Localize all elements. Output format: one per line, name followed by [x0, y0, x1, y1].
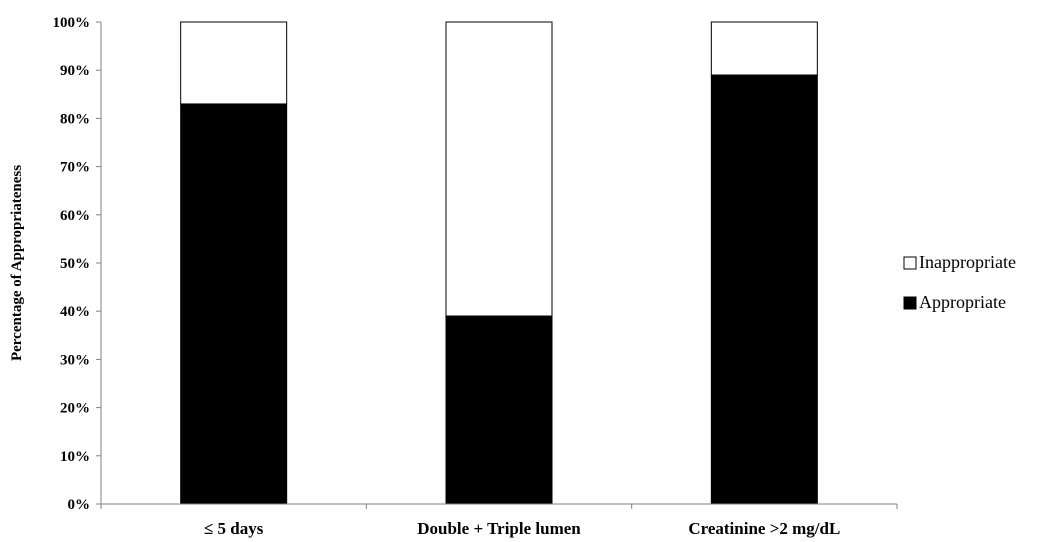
legend-swatch-inappropriate — [903, 256, 917, 270]
y-tick-label: 80% — [60, 111, 90, 127]
y-tick-label: 20% — [60, 401, 90, 417]
bars — [180, 21, 818, 505]
y-tick-label: 30% — [60, 352, 90, 368]
legend: Inappropriate Appropriate — [903, 252, 1016, 312]
y-tick-label: 90% — [60, 63, 90, 79]
y-tick-label: 10% — [60, 449, 90, 465]
legend-label-inappropriate: Inappropriate — [919, 252, 1016, 272]
y-tick-label: 50% — [60, 256, 90, 272]
y-tick-label: 0% — [68, 497, 91, 513]
bar-segment-inappropriate — [445, 21, 553, 317]
y-tick-label: 70% — [60, 160, 90, 176]
bar-segment-appropriate — [445, 315, 553, 505]
y-tick-label: 40% — [60, 304, 90, 320]
bar-segment-inappropriate — [710, 21, 818, 76]
bar-segment-appropriate — [180, 103, 288, 505]
bar-segment-inappropriate — [180, 21, 288, 105]
y-axis-ticks: 0% 10% 20% 30% 40% 50% 60% 70% 80% 90% 100% — [53, 15, 101, 513]
y-tick-label: 100% — [53, 15, 91, 31]
y-tick-label: 60% — [60, 208, 90, 224]
legend-swatch-appropriate — [903, 296, 917, 310]
x-category-label: Double + Triple lumen — [417, 519, 581, 538]
legend-label-appropriate: Appropriate — [919, 292, 1006, 312]
x-category-label: Creatinine >2 mg/dL — [688, 519, 840, 538]
y-axis-title: Percentage of Appropriateness — [9, 165, 25, 361]
x-category-label: ≤ 5 days — [204, 519, 264, 538]
x-axis-ticks: ≤ 5 days Double + Triple lumen Creatinine … — [100, 504, 898, 538]
bar-segment-appropriate — [710, 74, 818, 505]
